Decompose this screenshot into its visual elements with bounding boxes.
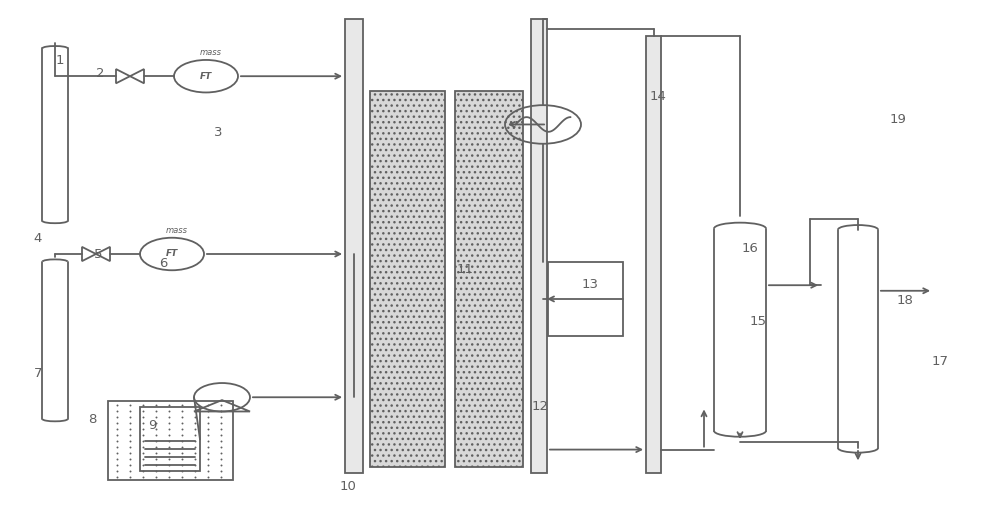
- Bar: [108, 401, 233, 480]
- Bar: [548, 262, 623, 336]
- Text: 16: 16: [742, 242, 758, 256]
- Text: 12: 12: [532, 400, 548, 413]
- Text: mass: mass: [166, 226, 188, 235]
- Text: FT: FT: [200, 72, 212, 81]
- Text: 18: 18: [897, 294, 913, 307]
- Bar: [345, 19, 363, 473]
- Text: 17: 17: [932, 355, 948, 368]
- Bar: [140, 407, 200, 471]
- Text: 14: 14: [650, 90, 666, 103]
- Text: 9: 9: [148, 419, 156, 432]
- Text: 2: 2: [96, 67, 104, 80]
- Text: 1: 1: [56, 54, 64, 68]
- Bar: [646, 36, 661, 473]
- Text: 4: 4: [34, 232, 42, 245]
- Bar: [370, 91, 445, 467]
- Text: 11: 11: [456, 263, 474, 276]
- Text: 10: 10: [340, 480, 356, 493]
- Text: 6: 6: [159, 257, 167, 270]
- Text: 19: 19: [890, 113, 906, 126]
- Text: 13: 13: [582, 278, 598, 291]
- Text: FT: FT: [166, 249, 178, 259]
- Text: 5: 5: [94, 247, 102, 261]
- Text: mass: mass: [200, 48, 222, 57]
- Bar: [455, 91, 523, 467]
- Text: 3: 3: [214, 125, 222, 139]
- Bar: [531, 19, 547, 473]
- Text: 15: 15: [750, 314, 767, 328]
- Text: 7: 7: [34, 367, 42, 380]
- Text: 8: 8: [88, 412, 96, 426]
